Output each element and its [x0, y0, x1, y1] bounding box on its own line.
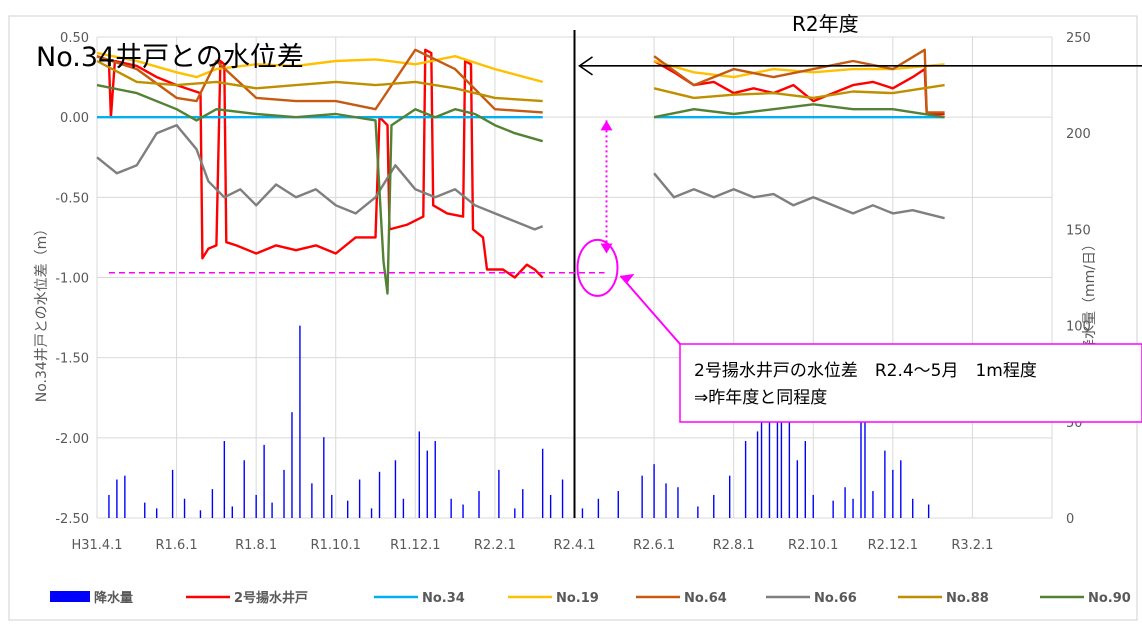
y-tick-label: 0.50: [60, 31, 89, 46]
legend-label: No.88: [946, 591, 989, 606]
y-ticks: 0.50 0.00 -0.50 -1.00 -1.50 -2.00 -2.50: [55, 31, 89, 527]
y-tick-label: -0.50: [55, 191, 89, 206]
series-line: [653, 103, 945, 119]
chart-frame: [8, 15, 1138, 621]
legend-label: 2号揚水井戸: [234, 590, 308, 606]
legend-label: 降水量: [94, 590, 133, 606]
series-line: [96, 51, 544, 84]
series-line: [96, 124, 544, 231]
y2-tick-label: 100: [1066, 320, 1091, 335]
legend-swatch: [50, 591, 90, 602]
legend-label: No.19: [556, 591, 599, 606]
y-tick-label: -2.50: [55, 512, 89, 527]
x-ticks: H31.4.1 R1.6.1 R1.8.1 R1.10.1 R1.12.1 R2.2.1 R…: [71, 538, 993, 553]
x-tick-label: R1.10.1: [311, 538, 361, 553]
x-tick-label: R1.12.1: [390, 538, 440, 553]
series-line: [653, 83, 945, 100]
series-line: [653, 48, 945, 114]
series-line: [653, 59, 945, 79]
series-line: [96, 48, 543, 114]
x-tick-label: R3.2.1: [951, 538, 993, 553]
legend-label: No.66: [814, 591, 857, 606]
difference-arrowhead-up: [600, 120, 613, 131]
y-tick-label: -1.00: [55, 272, 89, 287]
y-tick-label: -1.50: [55, 352, 89, 367]
y2-tick-label: 250: [1066, 31, 1091, 46]
legend-label: No.64: [684, 591, 727, 606]
y-axis-title: No.34井戸との水位差（m）: [34, 222, 50, 403]
x-tick-label: R1.8.1: [235, 538, 277, 553]
series-line: [96, 83, 544, 295]
x-tick-label: R2.10.1: [788, 538, 838, 553]
callout-text: ⇒昨年度と同程度: [694, 388, 827, 408]
legend-label: No.34: [422, 591, 465, 606]
x-tick-label: R2.2.1: [474, 538, 516, 553]
callout-rect: [679, 343, 1142, 423]
y2-tick-label: 200: [1066, 127, 1091, 142]
callout-pointer: [619, 275, 681, 345]
x-tick-label: R2.8.1: [713, 538, 755, 553]
period-arrowhead: [578, 56, 593, 76]
y2-tick-label: 150: [1066, 223, 1091, 238]
series-line: [653, 172, 945, 220]
series-line: [96, 59, 543, 103]
legend-label: No.90: [1088, 591, 1131, 606]
rainfall-bars: [108, 325, 930, 518]
annotations: [108, 30, 1142, 518]
x-tick-label: R2.12.1: [868, 538, 918, 553]
callout-box: 2号揚水井戸の水位差 R2.4～5月 1m程度 ⇒昨年度と同程度: [619, 273, 1142, 423]
x-tick-label: R1.6.1: [156, 538, 198, 553]
y-tick-label: 0.00: [60, 111, 89, 126]
series-line: [653, 59, 945, 116]
series-line: [96, 48, 544, 279]
y2-tick-label: 0: [1066, 512, 1074, 527]
callout-pointer-head: [620, 273, 635, 284]
chart-title: No.34井戸との水位差: [36, 42, 304, 73]
x-tick-label: R2.4.1: [553, 538, 595, 553]
series-lines: [96, 48, 945, 295]
x-tick-label: H31.4.1: [71, 538, 122, 553]
highlight-ellipse: [576, 238, 619, 297]
y2-axis-title: 降水量（mm/日）: [1082, 237, 1098, 353]
legend: 降水量 2号揚水井戸 No.34 No.19 No.64 No.66 No.88 No.90: [50, 590, 1131, 606]
callout-text: 2号揚水井戸の水位差 R2.4～5月 1m程度: [694, 361, 1037, 381]
y-tick-label: -2.00: [55, 432, 89, 447]
period-label: R2年度: [792, 12, 859, 36]
x-tick-label: R2.6.1: [633, 538, 675, 553]
